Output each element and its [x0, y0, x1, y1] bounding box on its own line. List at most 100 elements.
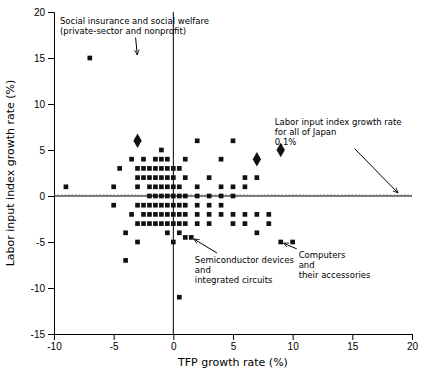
point [141, 212, 146, 217]
point [123, 230, 128, 235]
y-axis-tick-mark [48, 12, 54, 13]
point [195, 203, 200, 208]
point [153, 175, 158, 180]
point [177, 212, 182, 217]
point [290, 240, 295, 245]
annotation: Social insurance and social welfare(priv… [60, 16, 209, 55]
point [207, 194, 212, 199]
x-axis-tick-mark [233, 334, 234, 340]
y-axis-tick-mark [48, 242, 54, 243]
annotation-line: Social insurance and social welfare [60, 16, 209, 26]
point [165, 203, 170, 208]
y-axis-tick: 0 [39, 191, 54, 202]
y-axis-tick-mark [48, 334, 54, 335]
point [183, 175, 188, 180]
annotation-arrow [283, 243, 296, 249]
vertical-line [173, 12, 174, 334]
y-axis-tick: 10 [34, 99, 54, 110]
point [231, 212, 236, 217]
point [153, 221, 158, 226]
point [159, 175, 164, 180]
annotation-line: Labor input index growth rate [275, 117, 402, 127]
y-axis-tick-label: -10 [31, 283, 46, 294]
x-axis-tick: 20 [407, 334, 419, 352]
point [147, 184, 152, 189]
x-axis-tick-mark [412, 334, 413, 340]
annotation-line: and [299, 260, 315, 270]
annotation-line: integrated circuits [195, 275, 273, 285]
y-axis-tick: -10 [31, 283, 54, 294]
y-axis-tick-label: 5 [39, 145, 45, 156]
x-axis-domain [55, 335, 413, 341]
point [64, 184, 69, 189]
plot-area [54, 12, 412, 334]
point [153, 157, 158, 162]
point [171, 212, 176, 217]
point [165, 175, 170, 180]
annotation-arrow [136, 38, 138, 55]
point [231, 221, 236, 226]
point [111, 184, 116, 189]
chart: -10-505101520-15-10-505101520TFP growth … [0, 0, 430, 374]
annotation-arrow [355, 149, 398, 193]
y-axis-tick-label: -5 [36, 237, 45, 248]
point [253, 152, 261, 166]
y-axis-tick-mark [48, 196, 54, 197]
series-diamond [133, 134, 285, 167]
point [141, 157, 146, 162]
point [153, 166, 158, 171]
point [171, 194, 176, 199]
point [183, 194, 188, 199]
point [171, 184, 176, 189]
point [159, 184, 164, 189]
x-axis-tick: 5 [231, 334, 237, 352]
x-axis-tick-label: 20 [407, 341, 419, 352]
y-axis-tick-label: -15 [31, 329, 46, 340]
point [147, 194, 152, 199]
point [177, 295, 182, 300]
annotation-line: 0.1% [275, 137, 297, 147]
point [171, 221, 176, 226]
x-axis-tick-mark [352, 334, 353, 340]
x-axis-tick-label: -10 [47, 341, 62, 352]
annotation-arrow [194, 239, 217, 253]
point [133, 134, 141, 148]
point [219, 203, 224, 208]
point [278, 240, 283, 245]
point [159, 148, 164, 153]
x-axis-tick-label: 5 [231, 341, 237, 352]
x-axis-tick-label: 10 [288, 341, 300, 352]
x-axis-tick-label: 0 [171, 341, 177, 352]
point [195, 138, 200, 143]
point [219, 184, 224, 189]
point [255, 175, 260, 180]
point [135, 221, 140, 226]
y-axis-tick: -15 [31, 329, 54, 340]
point [159, 194, 164, 199]
y-axis: -15-10-505101520 [31, 7, 55, 340]
point [153, 212, 158, 217]
y-axis-tick-label: 15 [34, 53, 46, 64]
point [159, 157, 164, 162]
annotation-line: their accessories [299, 270, 371, 280]
annotation-line: for all of Japan [275, 127, 337, 137]
point [135, 175, 140, 180]
annotation-text: Semiconductor devicesandintegrated circu… [195, 255, 295, 285]
point [87, 56, 92, 61]
y-axis-tick-label: 10 [34, 99, 46, 110]
point [135, 203, 140, 208]
point [159, 203, 164, 208]
point [129, 212, 134, 217]
x-axis-tick: 15 [347, 334, 359, 352]
point [165, 166, 170, 171]
point [177, 230, 182, 235]
point [219, 194, 224, 199]
x-axis-tick: -5 [110, 334, 119, 352]
annotation-line: Semiconductor devices [195, 255, 295, 265]
point [165, 194, 170, 199]
point [243, 212, 248, 217]
point [129, 157, 134, 162]
point [123, 258, 128, 263]
annotations: Social insurance and social welfare(priv… [60, 16, 402, 285]
point [147, 166, 152, 171]
